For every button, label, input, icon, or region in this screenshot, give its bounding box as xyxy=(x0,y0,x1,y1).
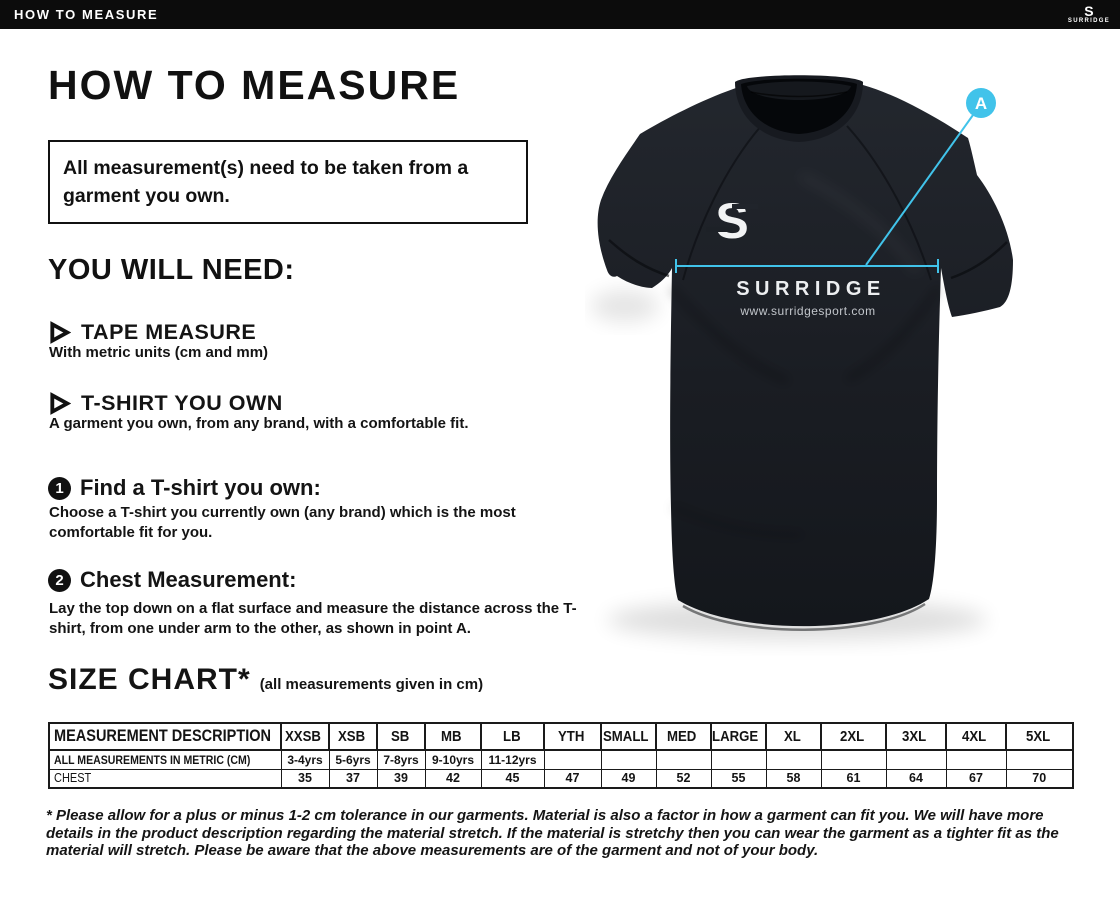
size-chart-row-label: CHEST xyxy=(48,768,282,789)
size-chart-header-cell: 5XL xyxy=(1005,722,1074,751)
shirt-website-text: www.surridgesport.com xyxy=(739,304,875,318)
size-chart-header-cell: XL xyxy=(765,722,822,751)
size-chart-cell xyxy=(655,749,712,770)
size-chart-header-cell: 3XL xyxy=(885,722,947,751)
size-chart-header-cell: MEASUREMENT DESCRIPTION xyxy=(48,722,282,751)
page-content: HOW TO MEASURE All measurement(s) need t… xyxy=(0,30,1120,913)
size-chart-header-cell: SMALL xyxy=(600,722,657,751)
step-2-title: Chest Measurement: xyxy=(80,567,297,592)
size-chart-header-cell: MED xyxy=(655,722,712,751)
size-chart-cell: 70 xyxy=(1005,768,1074,789)
size-chart-cell xyxy=(885,749,947,770)
step-1: 1 Find a T-shirt you own: xyxy=(48,475,321,500)
size-chart-header-cell: 4XL xyxy=(945,722,1007,751)
size-chart-cell: 42 xyxy=(424,768,482,789)
need-item-tshirt: T-SHIRT YOU OWN xyxy=(48,391,283,415)
page-title: HOW TO MEASURE xyxy=(48,62,461,108)
top-bar-title: HOW TO MEASURE xyxy=(14,7,159,22)
need-item-tape-measure: TAPE MEASURE xyxy=(48,320,256,344)
step-1-desc: Choose a T-shirt you currently own (any … xyxy=(49,504,516,541)
size-chart-subheading: (all measurements given in cm) xyxy=(259,676,484,693)
shirt-body xyxy=(597,77,1013,627)
you-will-need-heading: YOU WILL NEED: xyxy=(48,254,295,286)
need-item-desc: A garment you own, from any brand, with … xyxy=(49,415,469,432)
shirt-s-logo: S xyxy=(706,193,758,249)
surridge-logo-text: SURRIDGE xyxy=(1067,18,1110,24)
size-chart-cell xyxy=(1005,749,1074,770)
size-chart-cell: 47 xyxy=(543,768,602,789)
size-chart-header-cell: MB xyxy=(424,722,482,751)
cuff-line-left xyxy=(608,239,670,278)
size-chart-cell: 55 xyxy=(710,768,767,789)
size-chart-header-cell: XSB xyxy=(328,722,378,751)
point-a-marker: A xyxy=(966,88,996,118)
size-chart-table: MEASUREMENT DESCRIPTION XXSB XSB SB MB LB YTH S… xyxy=(48,722,1074,789)
size-chart-header-cell: LARGE xyxy=(710,722,767,751)
chest-measurement-line xyxy=(675,114,974,273)
top-bar: HOW TO MEASURE S SURRIDGE xyxy=(0,0,1120,29)
size-chart-cell xyxy=(710,749,767,770)
hem-line xyxy=(682,602,926,631)
size-chart-cell: 9-10yrs xyxy=(424,749,482,770)
size-chart-row: CHEST 35 37 39 42 45 47 49 52 55 58 61 64 67 70 xyxy=(48,768,1074,789)
size-chart-cell: 64 xyxy=(885,768,947,789)
size-chart-heading-row: SIZE CHART* (all measurements given in c… xyxy=(48,663,483,697)
size-chart-cell: 61 xyxy=(820,768,887,789)
size-chart-cell xyxy=(600,749,657,770)
size-chart-header-cell: YTH xyxy=(543,722,602,751)
cuff-line-right xyxy=(950,241,1008,280)
size-chart-cell: 37 xyxy=(328,768,378,789)
collar-seam xyxy=(750,91,848,98)
raglan-seam-left xyxy=(682,125,762,281)
size-chart-cell xyxy=(543,749,602,770)
size-chart-cell: 35 xyxy=(280,768,330,789)
sleeve-shadow xyxy=(591,290,659,322)
footnote-text: * Please allow for a plus or minus 1-2 c… xyxy=(46,807,1059,859)
surridge-logo: S SURRIDGE xyxy=(1067,3,1110,24)
size-chart-cell xyxy=(820,749,887,770)
size-chart-heading: SIZE CHART* xyxy=(48,663,251,696)
size-chart-cell: 67 xyxy=(945,768,1007,789)
size-chart-cell: 52 xyxy=(655,768,712,789)
size-chart-cell: 39 xyxy=(376,768,426,789)
size-chart-header-cell: XXSB xyxy=(280,722,330,751)
size-chart-cell: 11-12yrs xyxy=(480,749,545,770)
size-chart-cell: 5-6yrs xyxy=(328,749,378,770)
step-1-number-badge: 1 xyxy=(48,476,71,500)
size-chart-cell: 7-8yrs xyxy=(376,749,426,770)
step-1-title: Find a T-shirt you own: xyxy=(80,475,321,500)
size-chart-cell: 3-4yrs xyxy=(280,749,330,770)
need-item-desc: With metric units (cm and mm) xyxy=(49,344,269,361)
size-chart-cell: 49 xyxy=(600,768,657,789)
size-chart-row: ALL MEASUREMENTS IN METRIC (CM) 3-4yrs 5-6… xyxy=(48,749,1074,770)
notice-text: All measurement(s) need to be taken from… xyxy=(63,157,469,207)
step-2: 2 Chest Measurement: xyxy=(48,567,297,592)
need-item-title: TAPE MEASURE xyxy=(81,319,257,344)
svg-text:S: S xyxy=(715,193,748,249)
size-chart-cell: 58 xyxy=(765,768,822,789)
raglan-seam-right xyxy=(846,125,932,281)
notice-box: All measurement(s) need to be taken from… xyxy=(48,140,528,224)
triangle-bullet-icon xyxy=(48,320,71,344)
need-item-title: T-SHIRT YOU OWN xyxy=(81,390,283,415)
step-2-desc: Lay the top down on a flat surface and m… xyxy=(49,600,577,637)
size-chart-cell xyxy=(945,749,1007,770)
surridge-s-icon: S xyxy=(1084,3,1094,19)
size-chart-row-label: ALL MEASUREMENTS IN METRIC (CM) xyxy=(48,749,282,770)
size-chart-cell: 45 xyxy=(480,768,545,789)
shirt-brand-text: SURRIDGE xyxy=(736,278,886,300)
tshirt-illustration: S SURRIDGE www.surridgesport.com A xyxy=(585,28,1055,668)
triangle-bullet-icon xyxy=(48,391,71,415)
size-chart-header-cell: 2XL xyxy=(820,722,887,751)
svg-text:A: A xyxy=(975,94,987,113)
size-chart-header-cell: LB xyxy=(480,722,545,751)
size-chart-cell xyxy=(765,749,822,770)
step-2-number-badge: 2 xyxy=(48,568,71,592)
size-chart-header-cell: SB xyxy=(376,722,426,751)
